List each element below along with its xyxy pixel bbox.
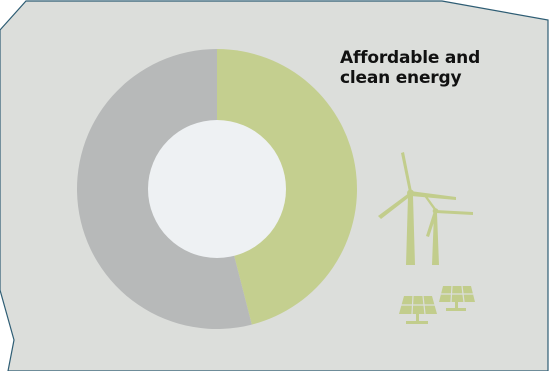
donut-slice-1: [217, 49, 358, 325]
chart-title-line-1: Affordable and: [340, 48, 481, 68]
chart-title: Affordable and clean energy: [340, 48, 480, 88]
donut-hole: [148, 120, 286, 258]
solar-panel-icon: [399, 285, 475, 324]
wind-turbine-icon: [378, 152, 473, 265]
chart-title-line-2: clean energy: [340, 68, 462, 88]
